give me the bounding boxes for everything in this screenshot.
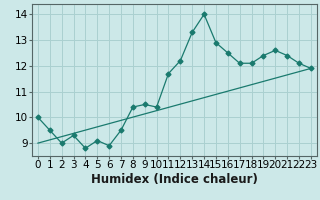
X-axis label: Humidex (Indice chaleur): Humidex (Indice chaleur) [91, 173, 258, 186]
